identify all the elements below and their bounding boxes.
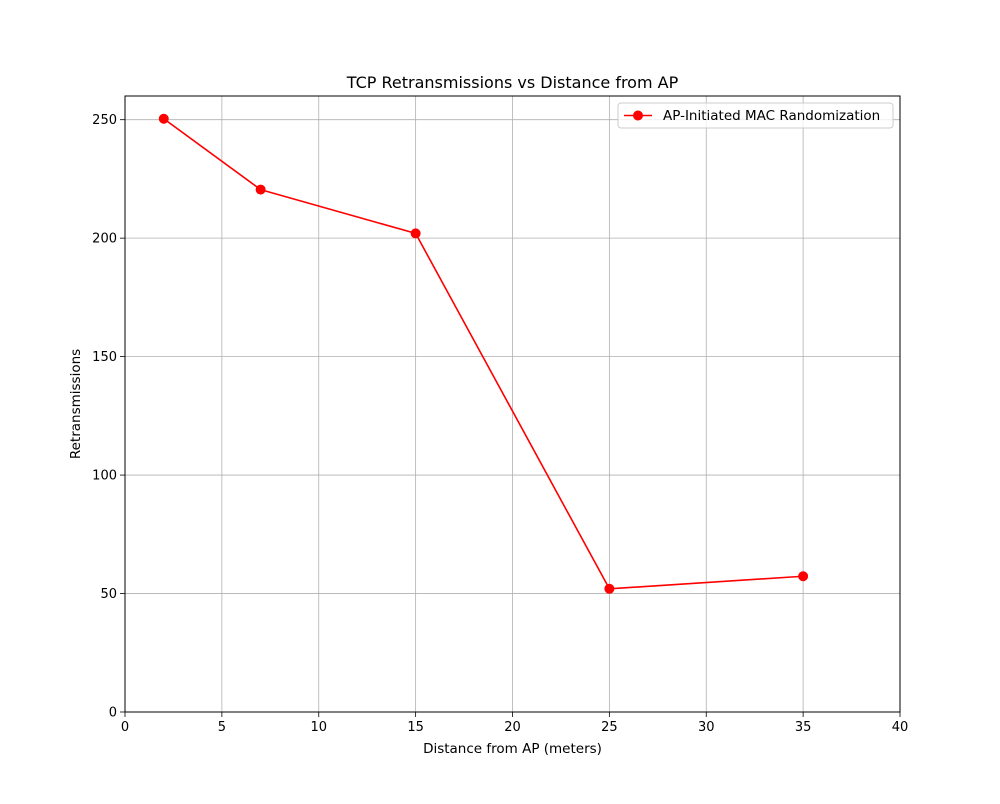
legend-box (617, 102, 894, 129)
x-tick-label: 30 (698, 720, 715, 735)
y-tick-label: 250 (92, 113, 117, 128)
x-tick-label: 0 (121, 720, 129, 735)
legend-marker (633, 110, 643, 121)
series-layer (158, 113, 809, 594)
y-tick-label: 200 (92, 232, 117, 247)
y-tick-label: 0 (109, 706, 117, 721)
x-tick-label: 40 (892, 720, 909, 735)
x-tick-label: 5 (218, 720, 226, 735)
data-point (158, 113, 169, 124)
x-tick-label: 25 (601, 720, 618, 735)
chart-title: TCP Retransmissions vs Distance from AP (346, 73, 679, 92)
x-tick-label: 20 (504, 720, 521, 735)
data-point (798, 571, 809, 582)
data-point (255, 184, 266, 195)
y-tick-label: 50 (100, 587, 117, 602)
legend-label: AP-Initiated MAC Randomization (663, 108, 880, 124)
data-point (604, 583, 615, 594)
y-axis-label: Retransmissions (68, 349, 84, 459)
tick-layer: 0 5 10 15 20 25 30 35 40 0 50 100 150 200 250 (92, 113, 908, 735)
legend: AP-Initiated MAC Randomization (617, 102, 894, 129)
x-tick-label: 35 (795, 720, 812, 735)
x-tick-label: 15 (407, 720, 424, 735)
x-axis-label: Distance from AP (meters) (423, 741, 602, 757)
data-point (410, 228, 421, 239)
y-tick-label: 150 (92, 350, 117, 365)
x-tick-label: 10 (310, 720, 327, 735)
y-tick-label: 100 (92, 469, 117, 484)
